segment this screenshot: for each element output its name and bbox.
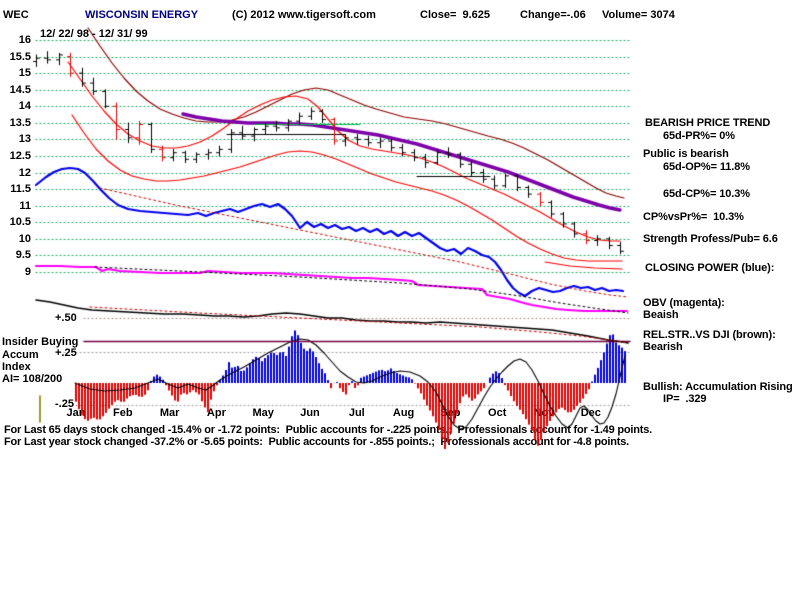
insider-buying-label: Insider Buying bbox=[2, 336, 79, 348]
label-plus25: +.25 bbox=[55, 347, 77, 359]
analysis-panel-line: OBV (magenta): bbox=[643, 297, 725, 309]
y-axis-label: 16 bbox=[18, 34, 31, 46]
ticker-symbol: WEC bbox=[3, 9, 29, 21]
date-range: 12/ 22/ 98 - 12/ 31/ 99 bbox=[40, 28, 148, 40]
analysis-panel-line: Beaish bbox=[643, 309, 679, 321]
y-axis-label: 12.5 bbox=[9, 150, 31, 162]
analysis-panel-line: Bullish: Accumulation Rising bbox=[643, 381, 793, 393]
analysis-panel-line: REL.STR..VS DJI (brown): bbox=[643, 329, 776, 341]
label-plus50: +.50 bbox=[55, 312, 77, 324]
analysis-panel-line: CLOSING POWER (blue): bbox=[645, 262, 775, 274]
y-axis-label: 9 bbox=[24, 266, 31, 278]
y-axis-label: 10 bbox=[18, 232, 31, 245]
accum-label: Accum bbox=[2, 349, 39, 361]
y-axis-label: 13 bbox=[18, 133, 31, 146]
analysis-panel-line: Public is bearish bbox=[643, 148, 729, 160]
analysis-panel-line: CP%vsPr%= 10.3% bbox=[643, 211, 744, 223]
label-minus25: -.25 bbox=[55, 398, 74, 410]
y-axis-label: 9.5 bbox=[15, 249, 31, 262]
y-axis-label: 11 bbox=[19, 199, 31, 212]
close-value: Close= 9.625 bbox=[420, 9, 491, 21]
y-axis-label: 14.5 bbox=[9, 83, 31, 96]
change-value: Change=-.06 bbox=[520, 9, 586, 21]
ai-ratio-label: AI= 108/200 bbox=[2, 373, 63, 385]
analysis-panel-line: IP= .329 bbox=[663, 393, 707, 405]
analysis-panel-line: Bearish bbox=[643, 341, 683, 353]
company-name: WISCONSIN ENERGY bbox=[85, 9, 199, 21]
y-axis-label: 15 bbox=[18, 67, 31, 80]
volume-value: Volume= 3074 bbox=[602, 9, 675, 21]
y-axis-label: 14 bbox=[18, 100, 31, 113]
analysis-panel-line: 65d-PR%= 0% bbox=[663, 130, 735, 142]
analysis-panel-line: 65d-CP%= 10.3% bbox=[663, 188, 750, 200]
y-axis-label: 15.5 bbox=[9, 50, 31, 63]
y-axis-label: 13.5 bbox=[9, 116, 31, 129]
analysis-panel-line: 65d-OP%= 11.8% bbox=[663, 161, 750, 173]
analysis-panel-line: BEARISH PRICE TREND bbox=[645, 117, 771, 129]
index-label: Index bbox=[2, 361, 31, 373]
y-axis-label: 12 bbox=[18, 166, 31, 179]
copyright-text: (C) 2012 www.tigersoft.com bbox=[232, 9, 376, 21]
y-axis-label: 11.5 bbox=[10, 183, 31, 196]
analysis-panel-line: Strength Profess/Pub= 6.6 bbox=[643, 233, 778, 245]
y-axis-label: 10.5 bbox=[9, 216, 31, 229]
